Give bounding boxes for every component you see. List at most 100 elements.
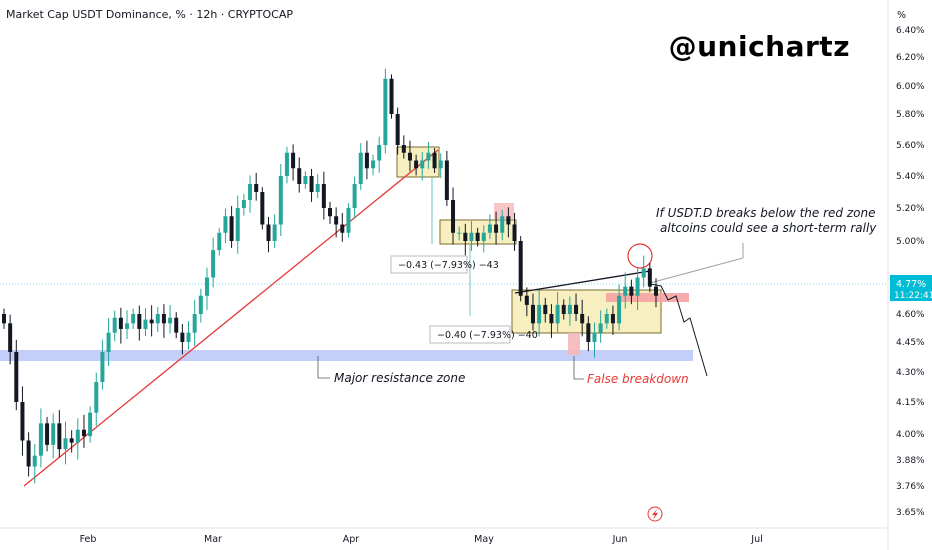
x-tick-label: Apr	[343, 534, 360, 545]
candle-body	[610, 314, 615, 324]
y-tick-label: 4.45%	[896, 338, 925, 348]
candle-body	[512, 224, 517, 241]
candle-body	[629, 286, 634, 296]
candle-body	[549, 314, 554, 324]
candle-body	[654, 286, 658, 296]
candle-body	[229, 216, 234, 241]
candle-body	[401, 145, 406, 153]
candle-group	[2, 68, 658, 484]
candle-body	[623, 286, 628, 296]
candle-body	[580, 314, 585, 324]
y-tick-label: 5.80%	[896, 110, 925, 120]
candle-body	[291, 152, 296, 169]
y-tick-label: 5.00%	[896, 237, 925, 247]
candle-body	[272, 224, 277, 241]
candle-body	[204, 277, 209, 296]
y-tick-label: 5.60%	[896, 141, 925, 151]
price-tag-countdown: 11:22:41	[894, 291, 932, 301]
false-breakdown-highlight	[568, 333, 580, 355]
trend-line	[23, 149, 439, 487]
candle-body	[260, 192, 265, 225]
price-axis[interactable]: 6.40% 6.20% 6.00% 5.80% 5.60% 5.40% 5.20% 5.00%…	[896, 26, 925, 518]
candle-body	[143, 319, 148, 329]
candle-body	[125, 323, 130, 329]
resistance-annotation: Major resistance zone	[334, 371, 465, 385]
candle-body	[475, 232, 480, 241]
candle-body	[321, 184, 326, 208]
candle-body	[494, 224, 499, 233]
y-tick-label: 3.88%	[896, 456, 925, 466]
lightning-icon	[652, 509, 658, 520]
candle-body	[254, 184, 259, 192]
time-axis[interactable]: Feb Mar Apr May Jun Jul	[80, 534, 763, 545]
candle-body	[543, 304, 548, 314]
neckline	[514, 270, 651, 294]
candle-body	[75, 429, 80, 443]
candle-body	[235, 208, 240, 241]
candle-body	[432, 152, 437, 169]
y-tick-label: 6.40%	[896, 26, 925, 36]
candle-body	[506, 216, 511, 225]
candle-body	[211, 250, 216, 278]
candle-body	[604, 314, 609, 324]
candle-body	[524, 295, 529, 305]
candle-body	[334, 216, 339, 225]
candle-body	[51, 423, 56, 445]
candle-body	[328, 208, 332, 217]
candle-body	[161, 314, 166, 324]
measure-label-1: −0.43 (−7.93%) −43	[398, 260, 499, 271]
candle-body	[371, 160, 376, 169]
measure-label-2-box	[429, 325, 511, 344]
candle-body	[198, 295, 203, 314]
candle-body	[420, 160, 425, 169]
price-tag-box[interactable]	[890, 275, 932, 301]
commentary-line-1: If USDT.D breaks below the red zone	[656, 206, 876, 220]
y-tick-label: 5.20%	[896, 204, 925, 214]
candle-body	[303, 176, 308, 184]
candle-body	[45, 423, 50, 445]
candle-body	[20, 402, 25, 441]
y-tick-label: 4.00%	[896, 430, 925, 440]
candle-body	[567, 304, 572, 314]
candle-body	[118, 317, 123, 329]
candle-body	[457, 232, 462, 234]
candle-body	[174, 317, 179, 333]
candle-body	[32, 455, 37, 467]
candle-body	[518, 241, 523, 296]
candle-body	[112, 317, 117, 333]
candle-body	[426, 152, 431, 161]
candle-body	[500, 216, 505, 233]
candle-body	[641, 268, 646, 278]
candle-body	[598, 323, 603, 333]
candle-body	[284, 152, 289, 176]
y-tick-label: 4.60%	[896, 310, 925, 320]
candle-body	[647, 268, 652, 287]
candle-body	[88, 412, 93, 437]
candle-body	[278, 176, 283, 225]
candle-body	[106, 332, 111, 352]
price-tag-value: 4.77%	[896, 279, 926, 290]
candle-body	[481, 232, 486, 241]
candle-body	[487, 224, 492, 233]
candle-body	[131, 314, 136, 324]
y-tick-label: 5.40%	[896, 172, 925, 182]
y-tick-label: 3.65%	[896, 508, 925, 518]
breakout-circle	[627, 243, 653, 269]
support-band	[0, 350, 693, 361]
resistance-pointer	[317, 356, 330, 379]
candle-body	[383, 78, 388, 145]
candle-body	[352, 184, 357, 208]
red-zone	[606, 293, 689, 302]
y-tick-label: 3.76%	[896, 482, 925, 492]
commentary-line-2: altcoins could see a short-term rally	[660, 221, 877, 235]
unit-label: %	[897, 10, 906, 21]
projection-line	[649, 257, 744, 284]
chart-title: Market Cap USDT Dominance, % · 12h · CRY…	[6, 8, 293, 21]
candle-body	[241, 200, 246, 208]
candle-body	[561, 304, 566, 314]
candle-body	[180, 332, 185, 342]
candle-body	[463, 232, 468, 241]
candle-body	[57, 423, 62, 450]
